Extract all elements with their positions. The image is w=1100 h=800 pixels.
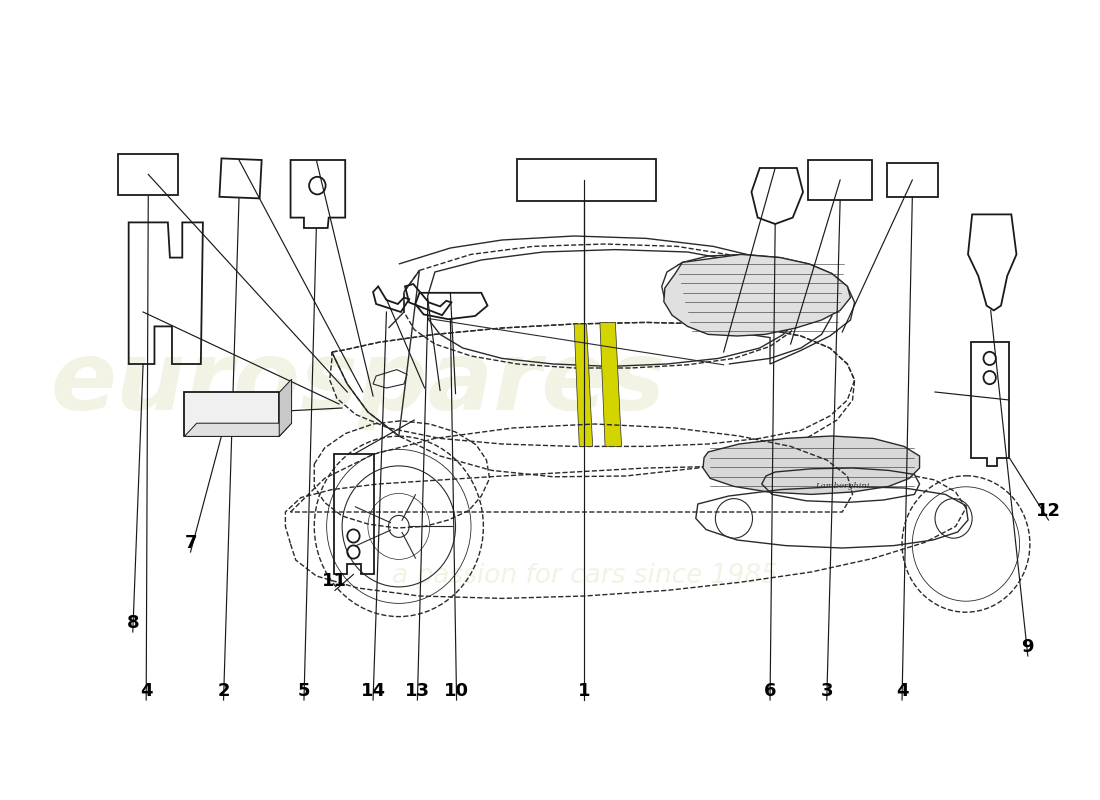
- Text: 4: 4: [895, 682, 909, 700]
- Text: 13: 13: [405, 682, 430, 700]
- Text: 12: 12: [1036, 502, 1060, 520]
- Text: 8: 8: [126, 614, 139, 632]
- Text: 1: 1: [579, 682, 591, 700]
- Text: a passion for cars since 1985: a passion for cars since 1985: [392, 563, 778, 589]
- Text: 2: 2: [218, 682, 230, 700]
- Polygon shape: [185, 423, 292, 437]
- Text: 6: 6: [763, 682, 777, 700]
- Polygon shape: [703, 436, 920, 494]
- Polygon shape: [600, 322, 621, 446]
- Bar: [185, 392, 279, 437]
- Bar: [887, 163, 938, 197]
- Polygon shape: [663, 254, 850, 336]
- Polygon shape: [279, 379, 292, 437]
- Bar: [119, 154, 178, 195]
- Text: eurospares: eurospares: [50, 338, 665, 430]
- Text: 11: 11: [322, 573, 348, 590]
- Text: 9: 9: [1022, 638, 1034, 656]
- Text: 4: 4: [140, 682, 153, 700]
- Polygon shape: [574, 324, 593, 446]
- Bar: [808, 160, 872, 200]
- Text: 14: 14: [361, 682, 385, 700]
- Text: 7: 7: [185, 534, 197, 552]
- Bar: [517, 159, 656, 201]
- Text: Lamborghini: Lamborghini: [815, 482, 869, 490]
- Text: 5: 5: [298, 682, 310, 700]
- Text: 3: 3: [821, 682, 833, 700]
- Text: 10: 10: [444, 682, 469, 700]
